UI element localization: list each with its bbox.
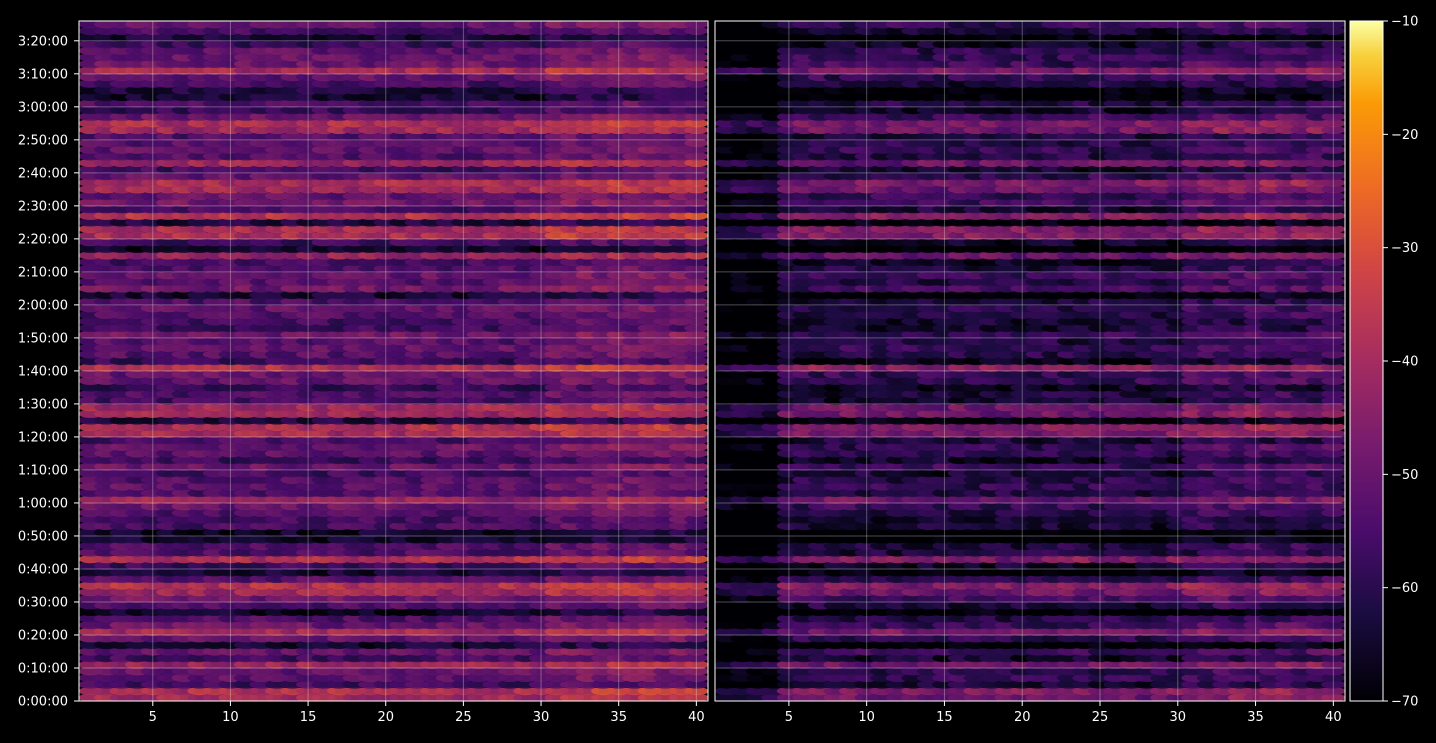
y-tick-label: 3:00:00 — [18, 100, 68, 115]
y-tick-label: 1:50:00 — [18, 331, 68, 346]
y-axis: 0:00:00 0:10:00 0:20:00 0:30:00 0:40:00 0:50:… — [18, 34, 79, 709]
x-tick-label: 35 — [610, 710, 627, 725]
x-tick-label: 25 — [455, 710, 472, 725]
x-tick-label: 10 — [222, 710, 239, 725]
x-tick-label: 20 — [377, 710, 394, 725]
heatmap-panel-left: 5 10 15 20 25 30 35 40 0:00:00 0:10:00 0:20:00 0:3… — [18, 20, 709, 725]
y-tick-label: 0:40:00 — [18, 562, 68, 577]
x-tick-label: 15 — [300, 710, 317, 725]
x-tick-label: 30 — [533, 710, 550, 725]
y-tick-label: 2:30:00 — [18, 199, 68, 214]
heatmap-cells-left — [79, 20, 709, 702]
y-tick-label: 3:10:00 — [18, 67, 68, 82]
y-tick-label: 2:50:00 — [18, 133, 68, 148]
y-tick-label: 2:40:00 — [18, 166, 68, 181]
y-tick-label: 1:40:00 — [18, 364, 68, 379]
heatmap-cells-right — [715, 20, 1346, 702]
y-tick-label: 3:20:00 — [18, 34, 68, 49]
y-tick-label: 0:30:00 — [18, 595, 68, 610]
y-tick-label: 2:20:00 — [18, 232, 68, 247]
y-tick-label: 1:00:00 — [18, 496, 68, 511]
y-tick-label: 1:30:00 — [18, 397, 68, 412]
y-tick-label: 0:20:00 — [18, 628, 68, 643]
y-tick-label: 1:20:00 — [18, 430, 68, 445]
x-tick-label: 5 — [149, 710, 157, 725]
x-tick-label: 40 — [688, 710, 705, 725]
y-tick-label: 1:10:00 — [18, 463, 68, 478]
y-tick-label: 0:00:00 — [18, 695, 68, 710]
y-tick-label: 2:00:00 — [18, 298, 68, 313]
y-tick-label: 0:10:00 — [18, 661, 68, 676]
y-tick-label: 0:50:00 — [18, 529, 68, 544]
x-axis-left: 5 10 15 20 25 30 35 40 — [149, 701, 705, 725]
y-tick-label: 2:10:00 — [18, 265, 68, 280]
